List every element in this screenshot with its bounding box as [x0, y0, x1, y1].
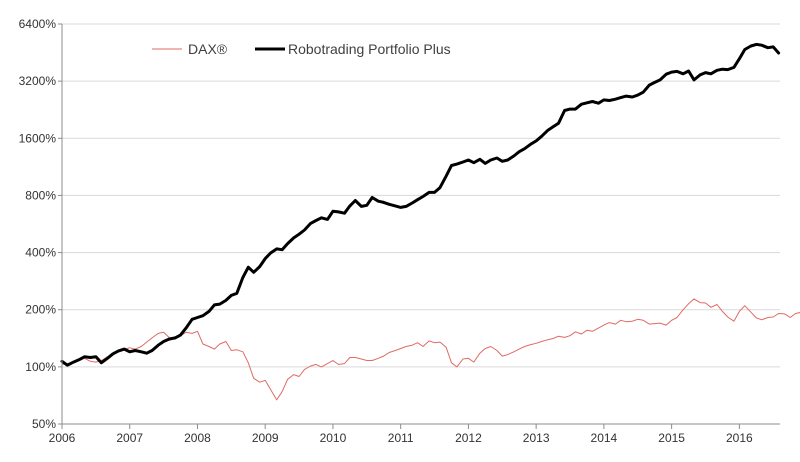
axes: 50% 100% 200% 400% 800% 1600% 3200% 6400% 2006 20… [19, 17, 780, 445]
x-tick-label: 2015 [658, 431, 685, 445]
x-tick-label: 2014 [591, 431, 618, 445]
y-tick-label: 800% [25, 188, 56, 202]
series-line-robotrading [60, 42, 781, 367]
gridlines [62, 23, 780, 368]
legend-label-dax: DAX® [188, 41, 228, 57]
y-tick-label: 100% [25, 360, 56, 374]
x-tick-label: 2010 [320, 431, 347, 445]
x-tick-label: 2008 [184, 431, 211, 445]
y-tick-label: 50% [32, 417, 56, 431]
x-tick-label: 2016 [726, 431, 753, 445]
x-tick-label: 2006 [49, 431, 76, 445]
y-tick-label: 200% [25, 303, 56, 317]
y-tick-label: 1600% [19, 131, 57, 145]
y-tick-label: 400% [25, 246, 56, 260]
x-tick-label: 2009 [252, 431, 279, 445]
x-tick-label: 2012 [455, 431, 482, 445]
legend: DAX® Robotrading Portfolio Plus [152, 41, 451, 57]
x-tick-label: 2007 [116, 431, 143, 445]
series-lines [60, 42, 800, 401]
legend-label-robotrading: Robotrading Portfolio Plus [288, 41, 451, 57]
x-tick-label: 2013 [523, 431, 550, 445]
y-tick-label: 3200% [19, 74, 57, 88]
x-tick-label: 2011 [388, 431, 414, 445]
series-line-dax [61, 298, 800, 401]
y-tick-label: 6400% [19, 17, 57, 31]
